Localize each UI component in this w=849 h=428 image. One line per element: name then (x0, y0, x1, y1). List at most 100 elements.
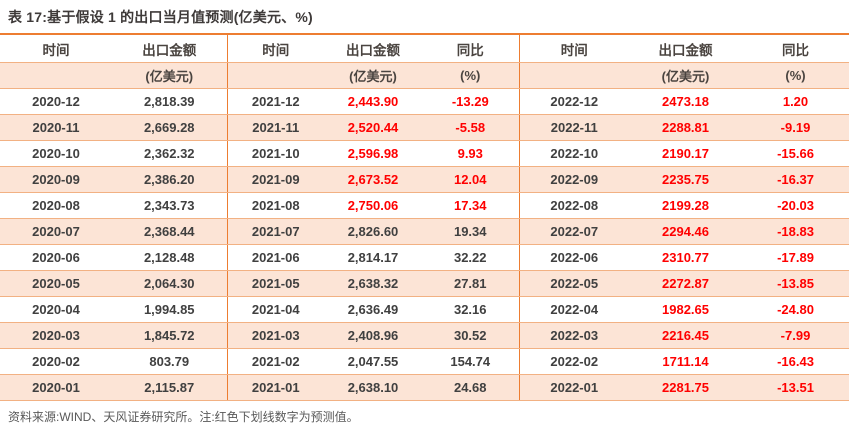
table-cell: 2020-10 (0, 140, 112, 167)
table-cell: 2272.87 (629, 270, 742, 297)
table-cell: 2,064.30 (112, 270, 227, 297)
table-cell: 2021-02 (226, 348, 324, 375)
table-cell: 2,368.44 (112, 218, 227, 245)
table-cell: 2020-08 (0, 192, 112, 219)
table-cell: 2,750.06 (324, 192, 422, 219)
table-cell: 2020-05 (0, 270, 112, 297)
table-cell: 2,638.32 (324, 270, 422, 297)
table-cell: 2,520.44 (324, 114, 422, 141)
col-header: 出口金额 (629, 34, 742, 63)
table-cell: 2020-12 (0, 88, 112, 115)
col-header: 同比 (742, 34, 849, 63)
col-subheader: (亿美元) (324, 62, 422, 89)
table-cell: 2021-03 (226, 322, 324, 349)
table-cell: 2020-09 (0, 166, 112, 193)
col-header: 时间 (226, 34, 324, 63)
table-cell: 2,408.96 (324, 322, 422, 349)
table-cell: 2021-10 (226, 140, 324, 167)
export-forecast-table: 时间 出口金额 时间 出口金额 同比 时间 出口金额 同比 (亿美元) (亿美元) (%) (亿美元)… (0, 33, 849, 401)
table-cell: 1982.65 (629, 296, 742, 323)
table-cell: 2020-03 (0, 322, 112, 349)
table-cell: -20.03 (742, 192, 849, 219)
table-header: 时间 出口金额 时间 出口金额 同比 时间 出口金额 同比 (亿美元) (亿美元) (%) (亿美元)… (0, 34, 849, 89)
table-cell: 24.68 (422, 374, 519, 401)
table-cell: 2022-04 (518, 296, 629, 323)
table-cell: 32.22 (422, 244, 519, 271)
table-row: 2020-07 2,368.44 2021-07 2,826.60 19.34 2022-… (0, 218, 849, 245)
table-row: 2020-10 2,362.32 2021-10 2,596.98 9.93 2022-1… (0, 140, 849, 167)
table-cell: 2022-10 (518, 140, 629, 167)
table-cell: 2,343.73 (112, 192, 227, 219)
table-cell: 17.34 (422, 192, 519, 219)
table-cell: -13.51 (742, 374, 849, 401)
table-cell: -7.99 (742, 322, 849, 349)
table-cell: 27.81 (422, 270, 519, 297)
table-cell: 30.52 (422, 322, 519, 349)
table-cell: 2021-04 (226, 296, 324, 323)
table-cell: 2,638.10 (324, 374, 422, 401)
table-cell: 2022-11 (518, 114, 629, 141)
table-row: 2020-05 2,064.30 2021-05 2,638.32 27.81 2022-… (0, 270, 849, 297)
table-cell: 2,128.48 (112, 244, 227, 271)
table-cell: 2021-01 (226, 374, 324, 401)
table-cell: -5.58 (422, 114, 519, 141)
table-cell: 2,636.49 (324, 296, 422, 323)
table-body: 2020-12 2,818.39 2021-12 2,443.90 -13.29 2022… (0, 88, 849, 401)
table-cell: 2022-02 (518, 348, 629, 375)
table-cell: 2,669.28 (112, 114, 227, 141)
table-cell: 2021-08 (226, 192, 324, 219)
table-cell: 2020-01 (0, 374, 112, 401)
col-header: 时间 (0, 34, 112, 63)
table-cell: 2,818.39 (112, 88, 227, 115)
table-cell: 2022-07 (518, 218, 629, 245)
table-cell: 2310.77 (629, 244, 742, 271)
col-subheader: (亿美元) (112, 62, 227, 89)
table-cell: 9.93 (422, 140, 519, 167)
table-cell: 2022-06 (518, 244, 629, 271)
table-row: 2020-09 2,386.20 2021-09 2,673.52 12.04 2022-… (0, 166, 849, 193)
table-cell: 2,814.17 (324, 244, 422, 271)
table-row: 2020-01 2,115.87 2021-01 2,638.10 24.68 2022-… (0, 374, 849, 401)
table-cell: 2235.75 (629, 166, 742, 193)
table-cell: 2473.18 (629, 88, 742, 115)
table-cell: -24.80 (742, 296, 849, 323)
table-cell: 12.04 (422, 166, 519, 193)
table-cell: -13.85 (742, 270, 849, 297)
table-cell: 2022-01 (518, 374, 629, 401)
table-cell: 2288.81 (629, 114, 742, 141)
table-row: 2020-02 803.79 2021-02 2,047.55 154.74 2022-0… (0, 348, 849, 375)
table-cell: 2020-07 (0, 218, 112, 245)
table-cell: 2022-12 (518, 88, 629, 115)
table-cell: 2190.17 (629, 140, 742, 167)
table-cell: 2,443.90 (324, 88, 422, 115)
table-cell: 1,845.72 (112, 322, 227, 349)
table-row: 2020-06 2,128.48 2021-06 2,814.17 32.22 2022-… (0, 244, 849, 271)
table-cell: -17.89 (742, 244, 849, 271)
col-subheader: (%) (422, 62, 519, 89)
col-subheader (226, 62, 324, 89)
table-row: 2020-03 1,845.72 2021-03 2,408.96 30.52 2022-… (0, 322, 849, 349)
source-note: 资料来源:WIND、天风证券研究所。注:红色下划线数字为预测值。 (8, 410, 359, 424)
table-cell: 2,115.87 (112, 374, 227, 401)
table-cell: 2022-09 (518, 166, 629, 193)
table-cell: 2216.45 (629, 322, 742, 349)
table-cell: 2022-03 (518, 322, 629, 349)
table-cell: 2022-05 (518, 270, 629, 297)
table-cell: 1,994.85 (112, 296, 227, 323)
table-row: 2020-12 2,818.39 2021-12 2,443.90 -13.29 2022… (0, 88, 849, 115)
col-subheader (518, 62, 629, 89)
table-cell: 2,362.32 (112, 140, 227, 167)
table-cell: 2,386.20 (112, 166, 227, 193)
col-header: 时间 (518, 34, 629, 63)
table-cell: 2020-06 (0, 244, 112, 271)
table-cell: 803.79 (112, 348, 227, 375)
table-cell: 2,673.52 (324, 166, 422, 193)
table-cell: 2020-02 (0, 348, 112, 375)
table-cell: 2021-12 (226, 88, 324, 115)
table-cell: -13.29 (422, 88, 519, 115)
col-subheader (0, 62, 112, 89)
table-cell: -16.37 (742, 166, 849, 193)
table-cell: 1711.14 (629, 348, 742, 375)
table-cell: 2020-04 (0, 296, 112, 323)
